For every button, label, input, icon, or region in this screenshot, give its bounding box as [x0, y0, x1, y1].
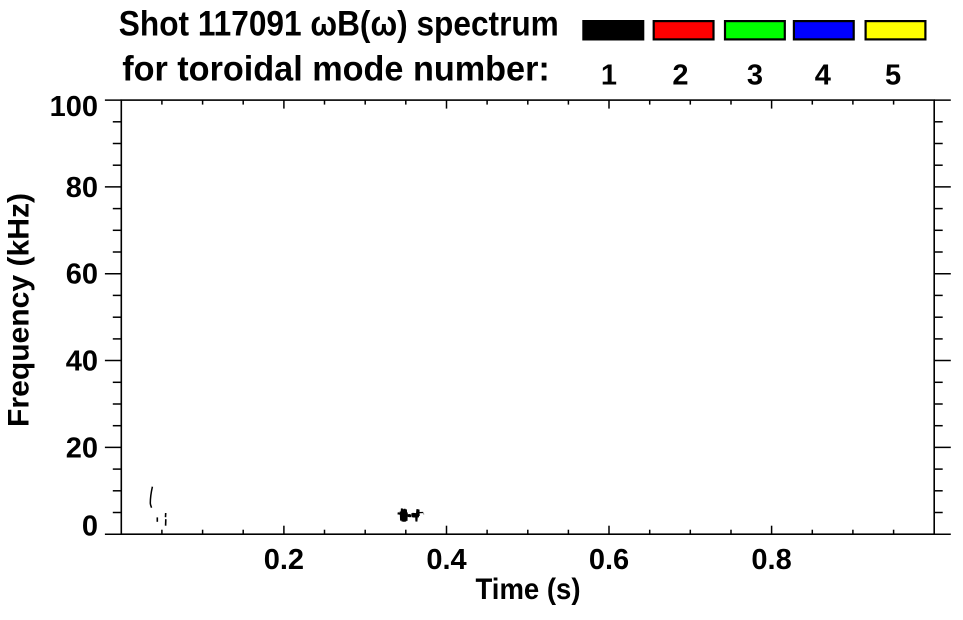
svg-text:20: 20	[66, 432, 98, 464]
svg-text:0.4: 0.4	[426, 544, 466, 576]
svg-text:80: 80	[66, 172, 98, 204]
svg-text:Frequency (kHz): Frequency (kHz)	[3, 193, 36, 427]
svg-text:0.2: 0.2	[264, 544, 304, 576]
svg-text:Time (s): Time (s)	[476, 573, 581, 606]
svg-text:40: 40	[66, 346, 98, 378]
svg-text:60: 60	[66, 259, 98, 291]
svg-text:1: 1	[601, 60, 617, 92]
svg-text:4: 4	[815, 60, 831, 92]
svg-text:for toroidal mode number:: for toroidal mode number:	[122, 49, 550, 88]
svg-text:3: 3	[747, 60, 763, 92]
svg-text:0.6: 0.6	[589, 544, 629, 576]
svg-text:0.8: 0.8	[751, 544, 791, 576]
svg-text:0: 0	[82, 510, 98, 542]
svg-text:100: 100	[50, 91, 98, 123]
svg-text:Shot 117091 ωB(ω) spectrum: Shot 117091 ωB(ω) spectrum	[119, 4, 559, 43]
svg-text:5: 5	[885, 60, 901, 92]
svg-text:2: 2	[672, 60, 688, 92]
